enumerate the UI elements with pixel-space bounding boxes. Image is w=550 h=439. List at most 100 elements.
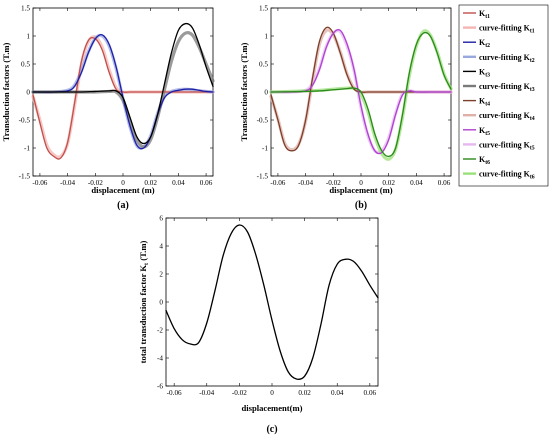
legend-entry: Kt3 (479, 67, 490, 78)
panel-a-chart: -0.06 -0.04 -0.02 0 0.02 0.04 0.06 1.5 1 0.5 0 -0.5… (1, 5, 215, 211)
legend-box (458, 4, 549, 187)
panel-b-xtick-label: -0.06 (270, 179, 285, 187)
panel-c-ticks: -0.06 -0.04 -0.02 0 0.02 0.04 0.06 6 4 2 0 -2 -4 -6 (157, 215, 378, 397)
legend-entry: curve-fitting Kt2 (479, 53, 535, 64)
panel-c-ytick-label: -2 (157, 327, 163, 335)
panel-b-xtick-label: 0.02 (382, 179, 395, 187)
panel-b-ytick-label: -0.5 (257, 117, 269, 125)
panel-c-ytick-label: -4 (157, 355, 163, 363)
legend-entry-subscript: t5 (530, 145, 535, 151)
legend-entry-subscript: t2 (485, 43, 490, 49)
panel-a-ytick-label: 0.5 (21, 61, 30, 69)
legend-entry: Kt2 (479, 38, 490, 49)
panel-a-series-kt3 (32, 22, 214, 145)
panel-b-ticks: -0.06 -0.04 -0.02 0 0.02 0.04 0.06 1.5 1 0.5 0 -0.5… (257, 5, 451, 187)
legend-entry-prefix: curve-fitting K (479, 170, 531, 179)
legend-entry-prefix: K (479, 155, 486, 164)
panel-c-label: (c) (266, 424, 277, 435)
panel-c-lines (165, 224, 379, 380)
panel-c-ytick-label: 2 (159, 271, 163, 279)
panel-b-ytick-label: 0.5 (259, 61, 268, 69)
panel-b-ytick-label: -1 (262, 145, 268, 153)
panel-b-ytick-label: -1.5 (257, 173, 269, 181)
panel-a-ticks: -0.06 -0.04 -0.02 0 0.02 0.04 0.06 1.5 1 0.5 0 -0.5… (19, 5, 213, 187)
panel-a-xtick-label: -0.06 (32, 179, 47, 187)
panel-b-xtick-label: 0.06 (438, 179, 451, 187)
panel-a-xtick-label: 0.02 (144, 179, 157, 187)
panel-b-xlabel: displacement (m) (329, 185, 392, 195)
panel-a-label: (a) (117, 200, 129, 211)
panel-c-ylabel-unit: (T.m) (138, 241, 148, 263)
panel-a-xtick-label: -0.04 (60, 179, 75, 187)
legend-entry: curve-fitting Kt6 (479, 170, 535, 181)
panel-b-series-kt6 (270, 31, 452, 158)
panel-c-ytick-label: -6 (157, 383, 163, 391)
panel-c-ylabel-text: total transduction factor K (138, 265, 148, 364)
legend-entry-prefix: K (479, 126, 486, 135)
panel-c-ylabel: total transduction factor Kt (T.m) (138, 241, 150, 364)
panel-c-ytick-label: 4 (159, 243, 163, 251)
legend-entry-subscript: t5 (485, 131, 490, 137)
panel-c-xtick-label: 0.04 (331, 389, 344, 397)
panel-c-xtick-label: -0.02 (232, 389, 247, 397)
legend-entry-subscript: t4 (530, 116, 535, 122)
panel-b-xtick-label: 0.04 (410, 179, 423, 187)
panel-a-xtick-label: 0 (121, 179, 125, 187)
panel-b-series-kt4 (270, 26, 452, 152)
panel-a-ytick-label: -0.5 (19, 117, 31, 125)
panel-c-ytick-label: 0 (159, 299, 163, 307)
panel-a-ylabel: Transduction factors (T.m) (1, 42, 11, 141)
legend-entry: curve-fitting Kt4 (479, 111, 535, 122)
panel-b-lines (269, 26, 453, 161)
panel-c-ytick-label: 6 (159, 215, 163, 223)
legend-entry-prefix: K (479, 9, 486, 18)
panel-c-xtick-label: 0.02 (298, 389, 311, 397)
legend-entry-prefix: curve-fitting K (479, 24, 531, 33)
legend-entry: curve-fitting Kt1 (479, 24, 535, 35)
legend-entry-subscript: t2 (530, 58, 535, 64)
panel-b-label: (b) (355, 200, 367, 211)
legend-entry: curve-fitting Kt3 (479, 82, 535, 93)
legend-entry: Kt4 (479, 97, 490, 108)
panel-c-xtick-label: 0 (270, 389, 274, 397)
panel-a-ytick-label: 0 (26, 89, 30, 97)
panel-a-xtick-label: 0.04 (172, 179, 185, 187)
legend-entry-prefix: K (479, 97, 486, 106)
legend-entry-subscript: t1 (485, 14, 490, 20)
panel-a-series-kt1 (32, 36, 214, 160)
panel-b-xtick-label: -0.04 (298, 179, 313, 187)
legend-entry-subscript: t1 (530, 29, 535, 35)
legend-entry-subscript: t6 (485, 160, 490, 166)
legend-entry: Kt5 (479, 126, 490, 137)
legend-entry: curve-fitting Kt5 (479, 140, 535, 151)
panel-c-series-kt (165, 224, 379, 380)
panel-b-ylabel: Transduction factors (T.m) (239, 42, 249, 141)
panel-b-series-kt5 (270, 29, 452, 155)
legend-entry-prefix: curve-fitting K (479, 53, 531, 62)
panel-c-xtick-label: -0.06 (167, 389, 182, 397)
panel-c-chart: -0.06 -0.04 -0.02 0 0.02 0.04 0.06 6 4 2 0 -2 -4 -6 d… (138, 215, 379, 435)
legend-entry-prefix: K (479, 67, 486, 76)
legend-entry-subscript: t6 (530, 175, 535, 181)
legend-entry: Kt1 (479, 9, 490, 20)
panel-c-xtick-label: 0.06 (364, 389, 377, 397)
legend-entry: Kt6 (479, 155, 490, 166)
panel-a-xlabel: displacement (m) (91, 185, 154, 195)
panel-a-xtick-label: 0.06 (200, 179, 213, 187)
panel-b-xtick-label: 0 (359, 179, 363, 187)
panel-b-ytick-label: 1 (264, 33, 268, 41)
panel-a-ytick-label: 1 (26, 33, 30, 41)
panel-a-series-kt2 (32, 34, 214, 150)
panel-a-xtick-label: -0.02 (88, 179, 103, 187)
legend-entry-prefix: K (479, 38, 486, 47)
panel-b-ytick-label: 0 (264, 89, 268, 97)
panel-b-xtick-label: -0.02 (326, 179, 341, 187)
legend-entry-subscript: t3 (485, 72, 490, 78)
panel-c-xlabel: displacement(m) (241, 403, 302, 413)
panel-b-chart: -0.06 -0.04 -0.02 0 0.02 0.04 0.06 1.5 1 0.5 0 -0.5… (239, 5, 453, 211)
panel-a-lines (31, 22, 215, 160)
